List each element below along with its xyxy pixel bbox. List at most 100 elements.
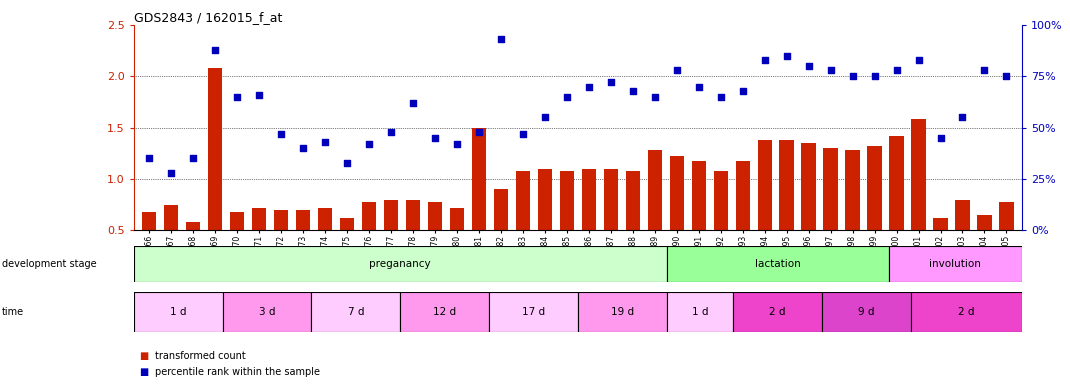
Point: [317, 139, 334, 145]
Point: [229, 94, 246, 100]
Text: time: time: [2, 307, 25, 317]
Point: [602, 79, 620, 86]
Point: [734, 88, 751, 94]
Bar: [251, 208, 266, 282]
Text: 1 d: 1 d: [170, 307, 186, 317]
Bar: [977, 215, 992, 282]
Point: [910, 57, 927, 63]
Point: [471, 129, 488, 135]
Bar: [560, 171, 574, 282]
Bar: [489, 292, 578, 332]
Point: [932, 135, 949, 141]
Bar: [603, 169, 617, 282]
Bar: [449, 208, 464, 282]
Point: [976, 67, 993, 73]
Bar: [933, 218, 948, 282]
Bar: [911, 292, 1022, 332]
Bar: [889, 136, 904, 282]
Bar: [400, 292, 489, 332]
Bar: [406, 200, 421, 282]
Text: percentile rank within the sample: percentile rank within the sample: [155, 367, 320, 377]
Bar: [318, 208, 332, 282]
Bar: [868, 146, 882, 282]
Point: [536, 114, 553, 121]
Text: lactation: lactation: [754, 259, 800, 269]
Bar: [888, 246, 1022, 282]
Point: [515, 131, 532, 137]
Text: ■: ■: [139, 351, 149, 361]
Text: 17 d: 17 d: [522, 307, 545, 317]
Point: [668, 67, 685, 73]
Point: [294, 145, 311, 151]
Bar: [714, 171, 728, 282]
Bar: [999, 202, 1013, 282]
Bar: [223, 292, 311, 332]
Bar: [691, 161, 706, 282]
Text: 19 d: 19 d: [611, 307, 633, 317]
Text: 1 d: 1 d: [691, 307, 708, 317]
Bar: [647, 150, 662, 282]
Point: [580, 84, 597, 90]
Point: [426, 135, 443, 141]
Text: transformed count: transformed count: [155, 351, 246, 361]
Bar: [735, 161, 750, 282]
Point: [559, 94, 576, 100]
Bar: [428, 202, 442, 282]
Point: [756, 57, 774, 63]
Bar: [667, 246, 888, 282]
Bar: [824, 148, 838, 282]
Point: [140, 156, 157, 162]
Bar: [758, 140, 771, 282]
Bar: [164, 205, 179, 282]
Bar: [493, 189, 508, 282]
Text: preganancy: preganancy: [369, 259, 431, 269]
Bar: [822, 292, 911, 332]
Bar: [142, 212, 156, 282]
Point: [866, 73, 883, 79]
Text: 9 d: 9 d: [858, 307, 874, 317]
Text: 2 d: 2 d: [769, 307, 785, 317]
Point: [404, 100, 422, 106]
Bar: [733, 292, 822, 332]
Text: involution: involution: [930, 259, 981, 269]
Point: [448, 141, 465, 147]
Bar: [208, 68, 223, 282]
Text: 2 d: 2 d: [958, 307, 975, 317]
Point: [250, 92, 268, 98]
Bar: [296, 210, 310, 282]
Bar: [186, 222, 200, 282]
Bar: [472, 127, 486, 282]
Text: development stage: development stage: [2, 259, 96, 269]
Bar: [134, 246, 667, 282]
Point: [492, 36, 509, 42]
Point: [954, 114, 972, 121]
Text: 7 d: 7 d: [348, 307, 364, 317]
Point: [207, 46, 224, 53]
Point: [273, 131, 290, 137]
Bar: [134, 292, 223, 332]
Bar: [274, 210, 288, 282]
Point: [844, 73, 861, 79]
Point: [822, 67, 839, 73]
Bar: [801, 143, 815, 282]
Point: [646, 94, 663, 100]
Bar: [362, 202, 377, 282]
Text: 12 d: 12 d: [433, 307, 456, 317]
Text: ■: ■: [139, 367, 149, 377]
Point: [338, 159, 355, 166]
Point: [690, 84, 707, 90]
Bar: [311, 292, 400, 332]
Point: [382, 129, 399, 135]
Bar: [667, 292, 733, 332]
Bar: [538, 169, 552, 282]
Point: [184, 156, 201, 162]
Point: [778, 53, 795, 59]
Bar: [340, 218, 354, 282]
Bar: [626, 171, 640, 282]
Bar: [582, 169, 596, 282]
Bar: [384, 200, 398, 282]
Bar: [912, 119, 926, 282]
Text: GDS2843 / 162015_f_at: GDS2843 / 162015_f_at: [134, 11, 282, 24]
Point: [998, 73, 1015, 79]
Point: [361, 141, 378, 147]
